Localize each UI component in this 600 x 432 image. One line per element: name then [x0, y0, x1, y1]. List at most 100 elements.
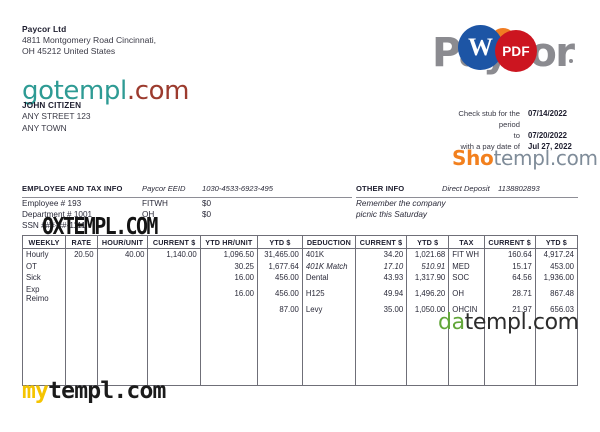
cell-ytd-hr-unit: 16.00	[199, 272, 259, 284]
cell-ded-ytd: 510.91	[406, 260, 450, 273]
cell-tax-current: 21.97	[483, 303, 536, 315]
cell-ded-current: 35.00	[354, 303, 408, 315]
tax-amount-oh: $0	[202, 209, 212, 219]
employee-address-block: JOHN CITIZEN ANY STREET 123 ANY TOWN	[22, 100, 91, 135]
cell-ytd: 87.00	[257, 303, 303, 315]
cell-weekly	[21, 303, 67, 315]
cell-hour-unit	[96, 361, 149, 373]
cell-tax: FIT WH	[448, 248, 485, 261]
cell-rate	[65, 272, 98, 284]
col-tax-current: CURRENT $	[483, 235, 536, 249]
cell-tax: OHCIN	[448, 303, 485, 315]
cell-ytd	[257, 349, 303, 362]
cell-deduction	[301, 314, 356, 327]
cell-ytd-hr-unit	[199, 338, 259, 350]
col-tax: TAX	[448, 235, 485, 249]
cell-deduction	[301, 338, 356, 350]
stub-to-label: to	[513, 131, 520, 140]
cell-current	[147, 326, 201, 339]
company-address-line2: OH 45212 United States	[22, 46, 116, 57]
cell-ded-ytd	[406, 361, 450, 373]
cell-tax	[448, 314, 485, 327]
cell-ytd	[257, 338, 303, 350]
table-row	[21, 326, 579, 339]
cell-ytd	[257, 326, 303, 339]
cell-ded-current	[354, 349, 408, 362]
cell-deduction: Dental	[301, 272, 356, 284]
cell-hour-unit	[96, 338, 149, 350]
stub-pay-date: Jul 27, 2022	[528, 142, 572, 152]
table-row: 87.00 Levy 35.00 1,050.00 OHCIN 21.97 656.03	[21, 303, 579, 315]
col-ytd-hr-unit: YTD HR/UNIT	[199, 235, 259, 249]
employee-name: JOHN CITIZEN	[22, 101, 82, 110]
col-ytd: YTD $	[257, 235, 303, 249]
company-name: Paycor Ltd	[22, 24, 67, 34]
cell-ded-ytd	[406, 349, 450, 362]
col-deduction: DEDUCTION	[301, 235, 356, 249]
table-body: Hourly 20.50 40.00 1,140.00 1,096.50 31,465.0…	[21, 248, 579, 386]
earnings-deductions-taxes-table: WEEKLY RATE HOUR/UNIT CURRENT $ YTD HR/U…	[21, 235, 579, 386]
cell-tax-current	[483, 372, 536, 386]
company-block: Paycor Ltd 4811 Montgomery Road Cincinna…	[22, 24, 156, 58]
watermark-gotempl-suffix: .com	[126, 76, 190, 106]
other-info-note-line1: Remember the company	[356, 199, 446, 208]
table-row	[21, 349, 579, 362]
cell-rate	[65, 314, 98, 327]
table-row	[21, 372, 579, 386]
cell-weekly: OT	[21, 260, 67, 273]
table-row: Sick 16.00 456.00 Dental 43.93 1,317.90 SOC 64.…	[21, 272, 579, 284]
ssn-value: SSN ###-##-1111	[22, 220, 86, 230]
cell-ytd-hr-unit	[199, 314, 259, 327]
cell-tax-current: 64.56	[483, 272, 536, 284]
cell-deduction: 401K	[301, 248, 356, 261]
cell-deduction	[301, 326, 356, 339]
tax-code-oh: OH	[142, 209, 155, 219]
cell-current	[147, 338, 201, 350]
cell-rate	[65, 338, 98, 350]
cell-ded-current	[354, 326, 408, 339]
cell-tax-ytd	[534, 326, 579, 339]
stub-paydate-label: with a pay date of	[460, 142, 520, 152]
cell-ded-ytd: 1,317.90	[406, 272, 450, 284]
other-info-note-line2: picnic this Saturday	[356, 209, 427, 219]
deposit-method-label: Direct Deposit	[442, 184, 490, 193]
check-stub-meta: Check stub for the period 07/14/2022 to …	[420, 108, 590, 153]
cell-current	[147, 349, 201, 362]
cell-tax-ytd	[534, 338, 579, 350]
cell-weekly	[21, 338, 67, 350]
stub-period-end: 07/20/2022	[528, 131, 568, 140]
cell-rate: 20.50	[65, 248, 98, 261]
col-current: CURRENT $	[147, 235, 201, 249]
cell-deduction: Levy	[301, 303, 356, 315]
stub-period-start: 07/14/2022	[528, 109, 568, 118]
cell-ytd	[257, 314, 303, 327]
employee-info-rows: Employee # 193 FITWH $0 Department # 100…	[22, 199, 352, 232]
cell-current: 1,140.00	[147, 248, 201, 261]
cell-hour-unit	[96, 349, 149, 362]
info-row: Employee # 193 FITWH $0	[22, 199, 352, 210]
cell-hour-unit	[96, 326, 149, 339]
paycor-logo: Paycor W PDF	[432, 22, 582, 78]
col-ded-ytd: YTD $	[406, 235, 450, 249]
cell-current	[147, 361, 201, 373]
cell-tax-current: 28.71	[483, 283, 536, 304]
cell-tax-current	[483, 314, 536, 327]
table-row	[21, 361, 579, 373]
cell-tax	[448, 326, 485, 339]
cell-deduction: 401K Match	[301, 260, 356, 273]
cell-tax-current: 160.64	[483, 248, 536, 261]
cell-ytd	[257, 372, 303, 386]
cell-ded-current: 49.94	[354, 283, 408, 304]
cell-tax	[448, 349, 485, 362]
cell-ded-current	[354, 361, 408, 373]
cell-weekly	[21, 372, 67, 386]
cell-hour-unit	[96, 260, 149, 273]
cell-ytd-hr-unit	[199, 303, 259, 315]
cell-current	[147, 260, 201, 273]
cell-ded-current: 43.93	[354, 272, 408, 284]
cell-current	[147, 303, 201, 315]
cell-tax	[448, 361, 485, 373]
cell-tax-ytd: 4,917.24	[534, 248, 579, 261]
col-ded-current: CURRENT $	[354, 235, 408, 249]
table-row	[21, 338, 579, 350]
